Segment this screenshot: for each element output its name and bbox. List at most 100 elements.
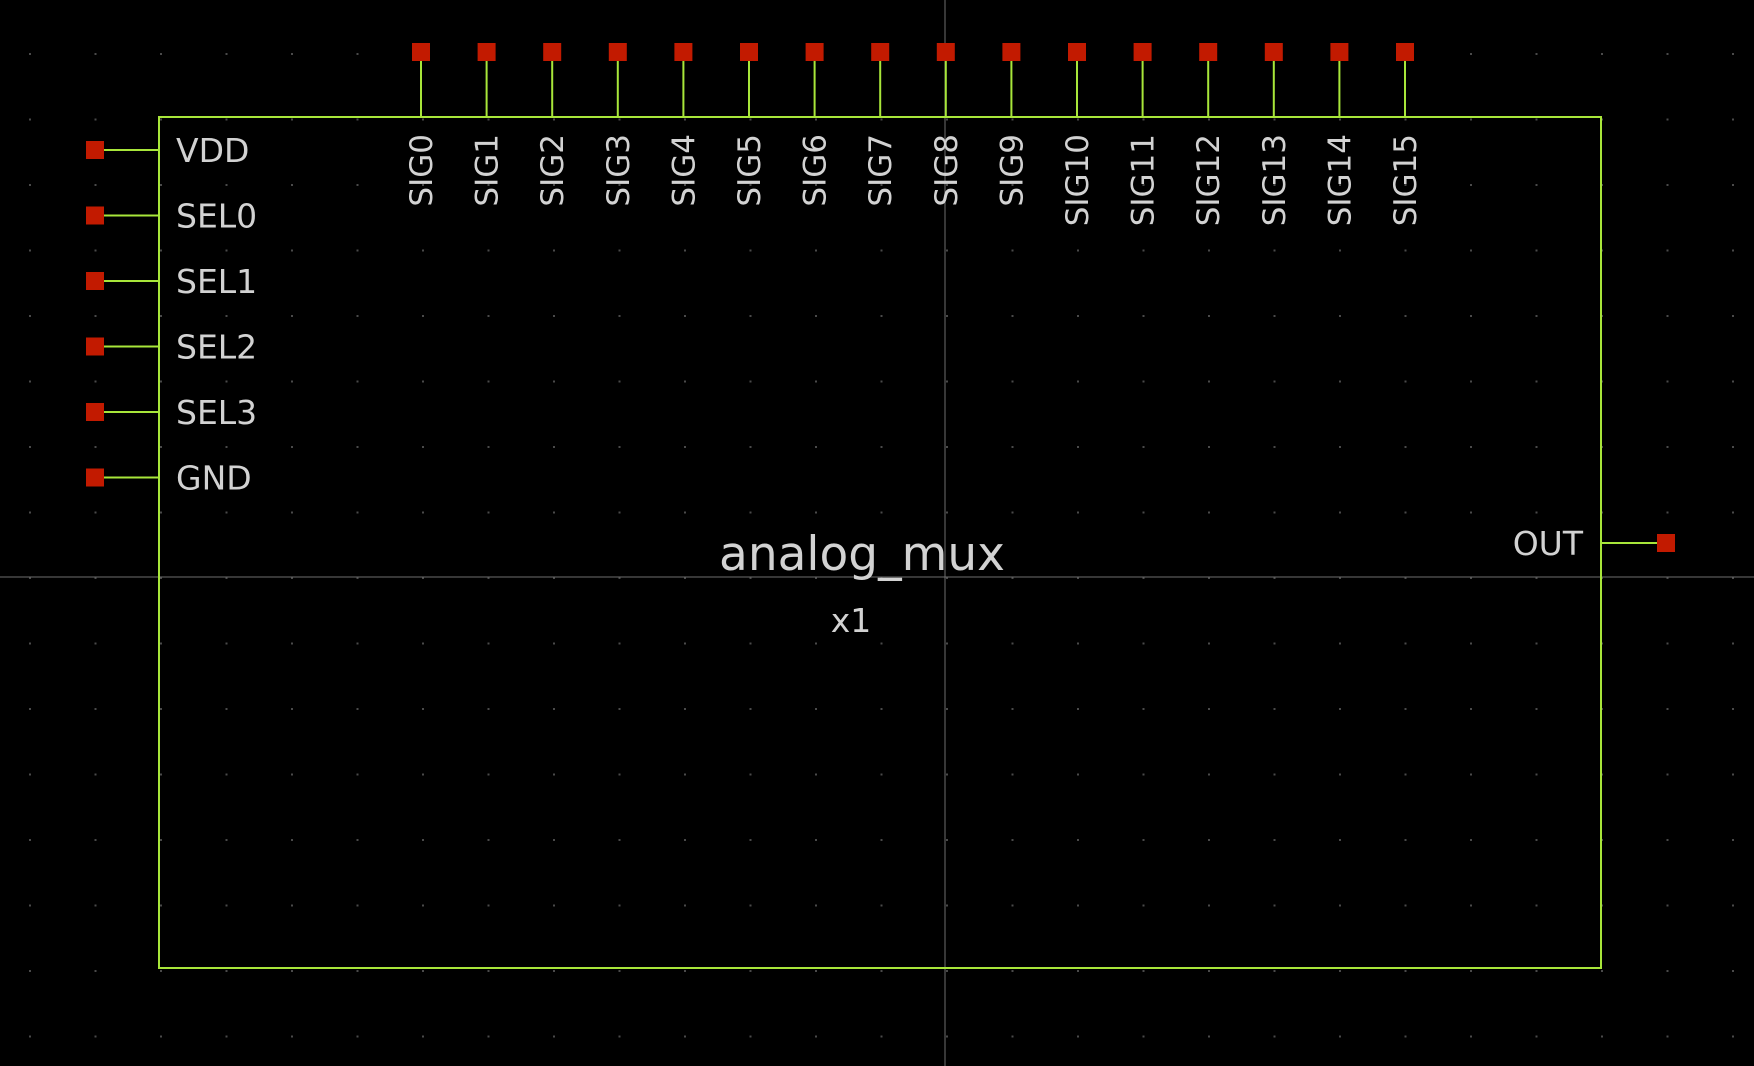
pin-label: SIG4 <box>666 134 702 207</box>
grid-dot <box>553 1035 555 1038</box>
grid-dot <box>1470 380 1472 383</box>
grid-dot <box>1142 184 1145 186</box>
grid-dot <box>880 249 883 252</box>
pin-connector[interactable] <box>86 337 104 356</box>
pin-connector[interactable] <box>1199 43 1218 61</box>
grid-dot <box>29 904 31 907</box>
grid-dot <box>1535 511 1538 514</box>
top-pins: SIG0 SIG1 SIG2 SIG3 SIG4 SIG5 SIG6 SIG7 SIG8 SIG9… <box>404 43 1424 226</box>
grid-dot <box>749 184 752 186</box>
pin-sig1[interactable]: SIG1 <box>470 43 506 207</box>
pin-connector[interactable] <box>86 468 104 487</box>
pin-connector[interactable] <box>1396 43 1414 61</box>
pin-sig9[interactable]: SIG9 <box>994 43 1030 207</box>
grid-dot <box>1470 773 1472 776</box>
pin-connector[interactable] <box>1002 43 1021 61</box>
pin-connector[interactable] <box>608 43 627 61</box>
grid-dot <box>1208 184 1210 186</box>
pin-connector[interactable] <box>871 43 890 61</box>
pin-connector[interactable] <box>86 272 104 290</box>
grid-dot <box>1732 184 1734 186</box>
grid-dot <box>946 511 948 514</box>
grid-dot <box>880 446 883 448</box>
pin-sig11[interactable]: SIG11 <box>1126 43 1162 226</box>
grid-dot <box>1666 511 1669 514</box>
grid-dot <box>487 839 490 841</box>
grid-dot <box>618 446 621 448</box>
grid-dot <box>1011 970 1014 972</box>
grid-dot <box>225 315 228 317</box>
pin-sig8[interactable]: SIG8 <box>929 43 965 207</box>
pin-sig0[interactable]: SIG0 <box>404 43 440 207</box>
grid-dot <box>1077 773 1079 776</box>
pin-sig2[interactable]: SIG2 <box>535 43 571 207</box>
grid-dot <box>1404 773 1407 776</box>
grid-dot <box>356 577 359 579</box>
pin-sel1[interactable]: SEL1 <box>86 262 257 301</box>
pin-label: SIG10 <box>1060 134 1096 226</box>
pin-connector[interactable] <box>86 403 104 421</box>
grid-dot <box>1339 380 1341 383</box>
grid-dot <box>1208 118 1210 121</box>
grid-dot <box>160 577 162 579</box>
grid-dot <box>29 380 31 383</box>
pin-sel3[interactable]: SEL3 <box>86 393 257 432</box>
pin-sel0[interactable]: SEL0 <box>86 197 257 236</box>
grid-dot <box>880 380 883 383</box>
pin-sig4[interactable]: SIG4 <box>666 43 702 207</box>
grid-dot <box>553 577 555 579</box>
grid-dot <box>815 577 817 579</box>
grid-dot <box>684 511 686 514</box>
pin-connector[interactable] <box>674 43 693 61</box>
pin-vdd[interactable]: VDD <box>86 131 249 170</box>
grid-dot <box>1732 315 1734 317</box>
pin-sig12[interactable]: SIG12 <box>1191 43 1227 226</box>
pin-connector[interactable] <box>86 141 104 159</box>
grid-dot <box>160 642 162 645</box>
pin-sig10[interactable]: SIG10 <box>1060 43 1096 226</box>
pin-connector[interactable] <box>86 206 104 225</box>
pin-sig3[interactable]: SIG3 <box>601 43 637 207</box>
pin-connector[interactable] <box>936 43 955 61</box>
pin-connector[interactable] <box>412 43 430 61</box>
pin-gnd[interactable]: GND <box>86 459 252 498</box>
grid-dot <box>1470 708 1472 710</box>
pin-sig15[interactable]: SIG15 <box>1388 43 1424 226</box>
grid-dot <box>815 1035 817 1038</box>
grid-dot <box>291 380 293 383</box>
pin-sig6[interactable]: SIG6 <box>798 43 834 207</box>
pin-sig7[interactable]: SIG7 <box>863 43 899 207</box>
grid-dot <box>225 970 228 972</box>
pin-sig14[interactable]: SIG14 <box>1322 43 1358 226</box>
pin-label: SIG6 <box>798 134 834 207</box>
grid-dot <box>946 642 948 645</box>
grid-dot <box>684 118 686 121</box>
grid-dot <box>1404 642 1407 645</box>
pin-connector[interactable] <box>740 43 758 61</box>
grid-dot <box>1208 577 1210 579</box>
grid-dot <box>1273 708 1276 710</box>
pin-sig13[interactable]: SIG13 <box>1257 43 1293 226</box>
pin-sig5[interactable]: SIG5 <box>732 43 768 207</box>
grid-dot <box>1535 1035 1538 1038</box>
pin-connector[interactable] <box>1133 43 1152 61</box>
grid-dot <box>880 118 883 121</box>
grid-dot <box>749 1035 752 1038</box>
pin-connector[interactable] <box>1264 43 1283 61</box>
pin-connector[interactable] <box>543 43 562 61</box>
grid-dot <box>225 446 228 448</box>
pin-connector[interactable] <box>1068 43 1086 61</box>
pin-out[interactable]: OUT <box>1513 524 1675 563</box>
pin-connector[interactable] <box>805 43 824 61</box>
pin-connector[interactable] <box>1657 534 1675 552</box>
pin-connector[interactable] <box>477 43 496 61</box>
pin-sel2[interactable]: SEL2 <box>86 328 257 367</box>
grid-dot <box>1273 315 1276 317</box>
grid-dot <box>1339 315 1341 317</box>
grid-dot <box>946 380 948 383</box>
pin-connector[interactable] <box>1330 43 1349 61</box>
grid-dot <box>1470 904 1472 907</box>
